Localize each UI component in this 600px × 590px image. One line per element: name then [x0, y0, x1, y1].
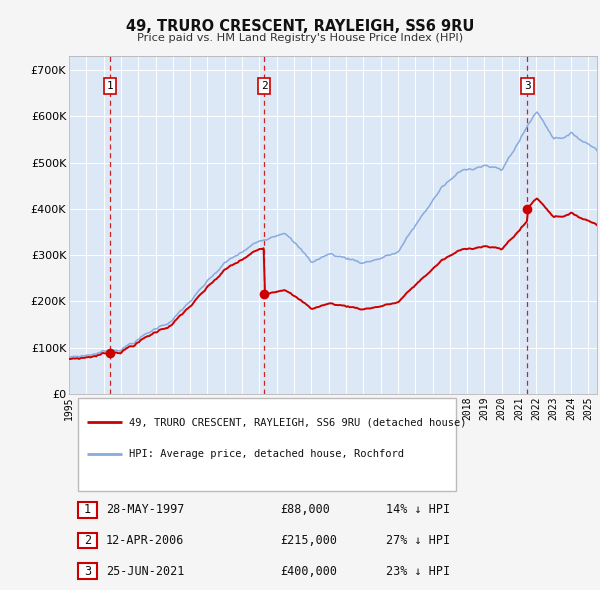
Text: 49, TRURO CRESCENT, RAYLEIGH, SS6 9RU: 49, TRURO CRESCENT, RAYLEIGH, SS6 9RU [126, 19, 474, 34]
Text: 25-JUN-2021: 25-JUN-2021 [106, 565, 184, 578]
Text: 1: 1 [84, 503, 91, 516]
Text: 27% ↓ HPI: 27% ↓ HPI [386, 534, 450, 547]
Text: 3: 3 [524, 81, 531, 91]
Text: 2: 2 [84, 534, 91, 547]
Text: Price paid vs. HM Land Registry's House Price Index (HPI): Price paid vs. HM Land Registry's House … [137, 33, 463, 43]
Text: 14% ↓ HPI: 14% ↓ HPI [386, 503, 450, 516]
Bar [78, 563, 97, 579]
Text: 3: 3 [84, 565, 91, 578]
Bar [78, 502, 97, 517]
Text: £215,000: £215,000 [280, 534, 337, 547]
Text: 12-APR-2006: 12-APR-2006 [106, 534, 184, 547]
Text: 2: 2 [261, 81, 268, 91]
Text: £88,000: £88,000 [280, 503, 330, 516]
Text: 28-MAY-1997: 28-MAY-1997 [106, 503, 184, 516]
Bar [78, 398, 456, 490]
Text: £400,000: £400,000 [280, 565, 337, 578]
Text: 23% ↓ HPI: 23% ↓ HPI [386, 565, 450, 578]
Text: 1: 1 [107, 81, 113, 91]
Bar [78, 533, 97, 549]
Text: HPI: Average price, detached house, Rochford: HPI: Average price, detached house, Roch… [129, 448, 404, 458]
Text: 49, TRURO CRESCENT, RAYLEIGH, SS6 9RU (detached house): 49, TRURO CRESCENT, RAYLEIGH, SS6 9RU (d… [129, 417, 466, 427]
